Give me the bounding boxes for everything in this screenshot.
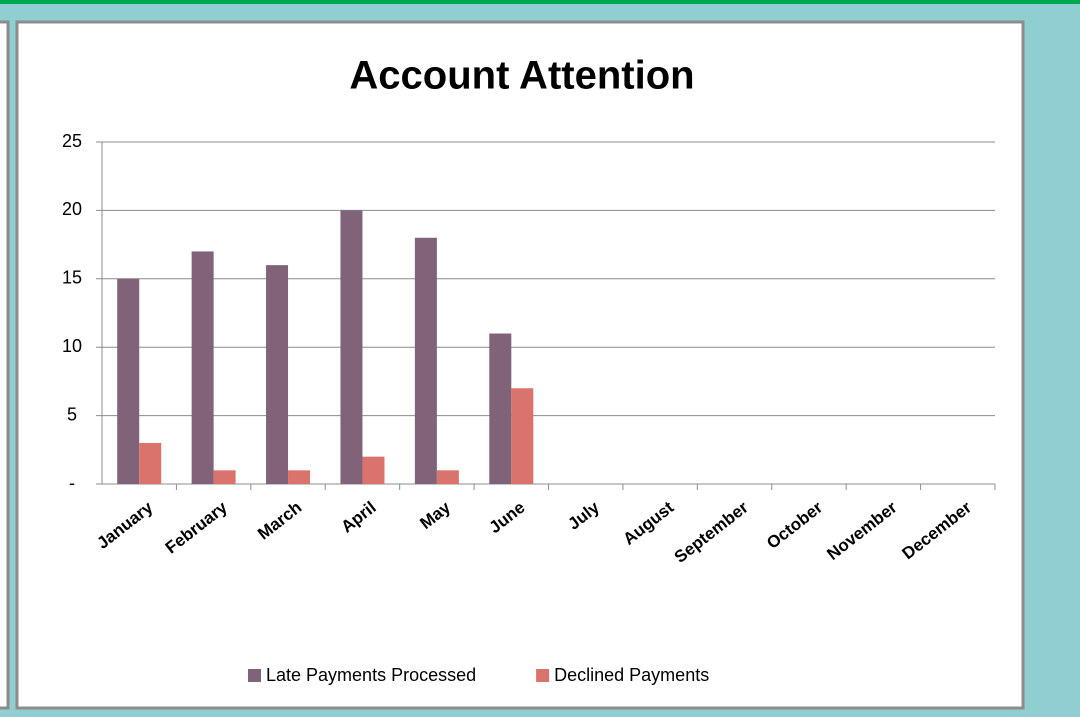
bar xyxy=(266,265,289,484)
y-tick-label: 10 xyxy=(62,336,82,356)
y-tick-label: 20 xyxy=(62,199,82,219)
bar xyxy=(489,333,512,484)
bar xyxy=(511,388,534,484)
chart-panel xyxy=(15,20,1025,710)
y-tick-label: 15 xyxy=(62,268,82,288)
legend-swatch xyxy=(536,669,550,682)
legend-label: Late Payments Processed xyxy=(266,665,476,685)
chart-title: Account Attention xyxy=(349,54,694,98)
y-tick-label: - xyxy=(69,473,75,493)
y-tick-label: 5 xyxy=(67,404,77,424)
bar xyxy=(362,456,385,484)
legend-label: Declined Payments xyxy=(554,665,709,685)
bar xyxy=(340,210,363,484)
bar xyxy=(288,470,311,484)
bar xyxy=(117,278,140,484)
bar xyxy=(139,442,162,484)
legend-swatch xyxy=(248,669,261,682)
bar xyxy=(436,470,459,484)
top-bar xyxy=(0,0,1080,4)
bar xyxy=(191,251,214,484)
side-panel xyxy=(0,20,10,710)
bar xyxy=(213,470,236,484)
bar xyxy=(414,237,437,484)
y-tick-label: 25 xyxy=(62,131,82,151)
